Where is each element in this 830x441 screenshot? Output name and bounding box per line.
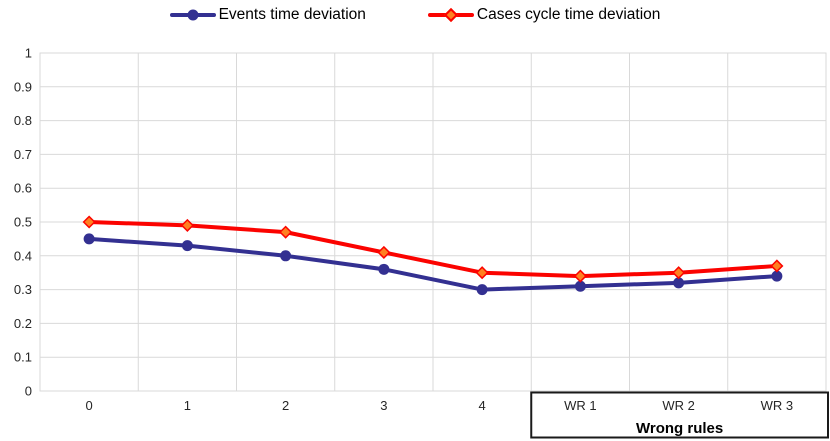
events-marker [280,250,292,262]
cases-marker [82,215,96,229]
y-axis-tick-label: 0.1 [14,350,32,365]
x-axis-tick-label: WR 2 [662,398,695,413]
cases-marker [377,245,391,259]
x-axis-tick-label: WR 1 [564,398,597,413]
cases-marker [770,259,784,273]
cases-marker [180,218,194,232]
y-axis-tick-label: 0.7 [14,147,32,162]
x-axis-tick-label: 2 [282,398,289,413]
wrong-rules-label: Wrong rules [636,420,723,437]
cases-legend-marker-icon [427,7,474,23]
events-marker [181,240,193,252]
y-axis-tick-label: 0.8 [14,113,32,128]
x-axis-tick-label: 1 [184,398,191,413]
cases-marker [475,266,489,280]
legend-item-cases: Cases cycle time deviation [427,3,661,27]
y-axis-tick-label: 0.3 [14,282,32,297]
x-axis-tick-label: 0 [86,398,93,413]
wrong-rules-box [530,391,829,439]
cases-marker [573,269,587,283]
legend-label-cases: Cases cycle time deviation [476,6,661,23]
y-axis-tick-label: 0 [25,384,32,399]
events-marker [771,270,783,282]
y-axis-tick-label: 0.5 [14,215,32,230]
y-axis-tick-label: 0.2 [14,316,32,331]
x-axis-tick-label: WR 3 [761,398,794,413]
cases-marker [672,266,686,280]
chart-legend: Events time deviation Cases cycle time d… [0,3,830,27]
y-axis-tick-label: 1 [25,46,32,61]
plot-border [39,52,827,392]
events-marker [476,284,488,296]
y-axis-tick-label: 0.4 [14,248,32,263]
legend-item-events: Events time deviation [169,3,366,27]
events-marker [673,277,685,289]
y-axis-tick-label: 0.6 [14,181,32,196]
events-marker [574,280,586,292]
events-marker [378,263,390,275]
events-legend-marker-icon [169,8,216,22]
events-marker [83,233,95,245]
x-axis-tick-label: 4 [479,398,486,413]
legend-label-events: Events time deviation [218,6,366,23]
events-series-line [87,236,779,292]
cases-series-line [87,220,779,279]
cases-marker [279,225,293,239]
y-axis-tick-label: 0.9 [14,79,32,94]
x-axis-tick-label: 3 [380,398,387,413]
